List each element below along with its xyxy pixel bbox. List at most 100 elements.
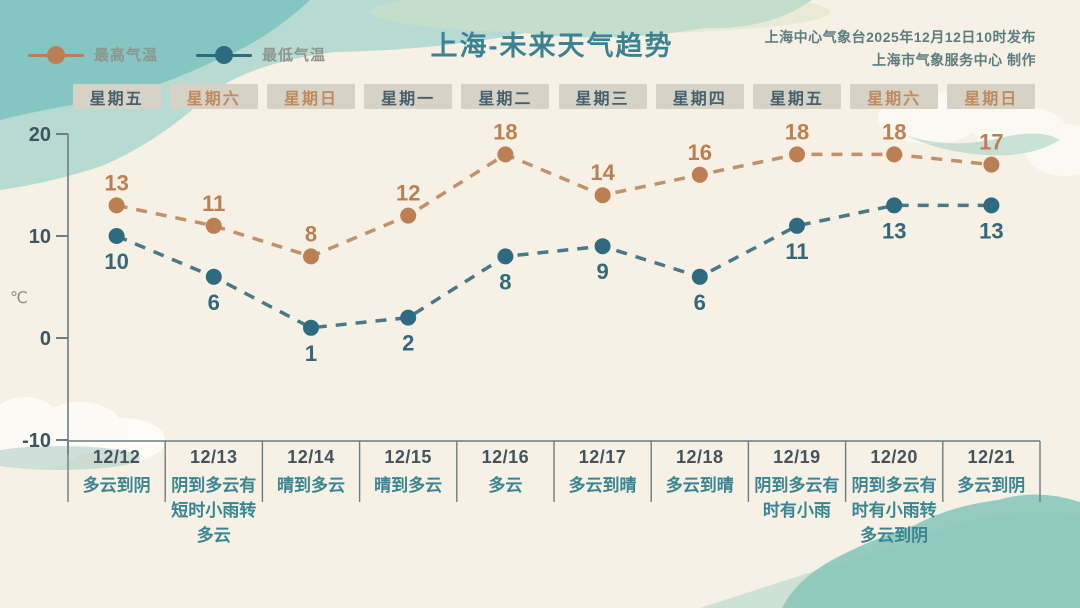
low-temp-value: 6	[208, 290, 220, 315]
low-temp-value: 13	[882, 218, 906, 243]
high-temp-value: 14	[590, 160, 615, 185]
high-temp-point	[108, 197, 125, 214]
high-temp-point	[983, 156, 1000, 173]
low-temp-point	[789, 217, 805, 234]
high-temp-value: 13	[104, 170, 128, 195]
weekday-label: 星期一	[364, 84, 453, 109]
low-temp-value: 1	[305, 341, 317, 366]
date-label: 12/19	[773, 447, 821, 467]
low-temp-value: 6	[694, 290, 706, 315]
date-label: 12/18	[675, 447, 724, 467]
weekday-label: 星期六	[169, 84, 258, 109]
date-label: 12/15	[384, 447, 432, 467]
low-temp-value: 11	[785, 239, 808, 264]
y-tick-label: -10	[22, 430, 51, 452]
low-temp-point	[594, 238, 611, 255]
low-temp-point	[691, 268, 708, 285]
weekday-cell: 星期五	[748, 84, 845, 109]
low-temp-value: 8	[499, 269, 511, 294]
weekday-label: 星期五	[752, 84, 841, 109]
low-temp-point	[303, 319, 319, 336]
date-weather-cell: 12/14 晴到多云	[262, 447, 359, 498]
date-weather-cell: 12/13 阴到多云有短时小雨转多云	[165, 447, 262, 548]
low-temp-point	[983, 197, 1000, 214]
date-weather-table: 12/12 多云到阴 12/13 阴到多云有短时小雨转多云 12/14 晴到多云 12/15…	[68, 447, 1040, 548]
y-tick-label: 0	[40, 328, 51, 350]
low-temp-point	[886, 197, 903, 214]
weekday-label: 星期六	[850, 84, 939, 109]
high-temp-value: 12	[396, 181, 420, 206]
weather-text: 多云到晴	[665, 476, 734, 495]
date-weather-cell: 12/17 多云到晴	[554, 447, 651, 498]
date-weather-cell: 12/20 阴到多云有时有小雨转多云到阴	[846, 447, 943, 548]
legend-label-high: 最高气温	[94, 47, 159, 64]
weather-text: 阴到多云有时有小雨转多云到阴	[851, 476, 937, 545]
date-label: 12/13	[190, 447, 238, 467]
high-temp-value: 18	[882, 119, 906, 144]
weekday-row: 星期五 星期六 星期日 星期一 星期二 星期三 星期四 星期五 星期六 星期日	[68, 84, 1040, 109]
weekday-label: 星期五	[72, 84, 161, 109]
weekday-label: 星期日	[266, 84, 355, 109]
weekday-cell: 星期三	[554, 84, 651, 109]
high-temp-point	[303, 248, 319, 265]
high-temp-marker-icon	[28, 45, 84, 64]
high-temp-value: 18	[493, 119, 517, 144]
high-temp-point	[497, 146, 514, 163]
high-temp-value: 17	[979, 130, 1003, 155]
low-temp-line	[115, 203, 992, 330]
high-temp-point	[594, 187, 611, 204]
high-temp-value: 18	[785, 119, 809, 144]
date-weather-cell: 12/18 多云到晴	[651, 447, 748, 498]
high-temp-value: 16	[688, 140, 712, 165]
weather-text: 多云到阴	[957, 476, 1026, 495]
weather-text: 阴到多云有时有小雨	[754, 476, 840, 520]
low-temp-point	[108, 228, 125, 244]
low-temp-value: 2	[402, 331, 414, 356]
date-label: 12/17	[578, 447, 627, 467]
weekday-cell: 星期一	[360, 84, 457, 109]
y-tick-label: 10	[29, 226, 51, 248]
weekday-cell: 星期五	[68, 84, 165, 109]
high-temp-line	[116, 152, 992, 259]
date-weather-cell: 12/15 晴到多云	[360, 447, 457, 498]
date-weather-cell: 12/16 多云	[457, 447, 554, 498]
low-temp-point	[400, 309, 417, 326]
weekday-cell: 星期六	[846, 84, 943, 109]
weekday-cell: 星期六	[165, 84, 262, 109]
low-temp-point	[205, 268, 222, 285]
low-temp-value: 9	[596, 259, 608, 284]
high-temp-point	[789, 146, 805, 163]
date-label: 12/14	[287, 447, 335, 467]
weather-text: 多云到阴	[82, 476, 151, 495]
weekday-label: 星期二	[461, 84, 550, 109]
weekday-cell: 星期二	[457, 84, 554, 109]
date-label: 12/16	[481, 447, 530, 467]
low-temp-marker-icon	[196, 45, 253, 64]
attribution-producer: 上海市气象服务中心 制作	[872, 52, 1036, 68]
weather-text: 阴到多云有短时小雨转多云	[171, 476, 257, 545]
weekday-label: 星期日	[947, 84, 1036, 109]
date-label: 12/20	[870, 447, 918, 467]
y-tick-label: 20	[29, 124, 51, 146]
date-label: 12/21	[967, 447, 1016, 467]
weather-text: 多云	[488, 476, 523, 495]
attribution-published: 上海中心气象台2025年12月12日10时发布	[764, 29, 1036, 45]
weekday-cell: 星期日	[943, 84, 1040, 109]
weather-text: 晴到多云	[374, 476, 443, 495]
weather-text: 晴到多云	[276, 476, 345, 495]
low-temp-point	[497, 248, 514, 265]
y-axis-unit: ℃	[10, 290, 28, 307]
legend-item-high: 最高气温	[28, 44, 158, 65]
high-temp-value: 8	[305, 221, 317, 246]
page-title: 上海-未来天气趋势	[430, 31, 674, 61]
weekday-label: 星期四	[655, 84, 744, 109]
date-weather-cell: 12/12 多云到阴	[68, 447, 165, 498]
high-temp-point	[691, 166, 708, 183]
attribution: 上海中心气象台2025年12月12日10时发布 上海市气象服务中心 制作	[765, 26, 1036, 72]
legend: 最高气温 最低气温	[28, 44, 326, 65]
weather-text: 多云到晴	[568, 476, 637, 495]
high-temp-point	[886, 146, 903, 163]
high-temp-point	[400, 207, 417, 224]
